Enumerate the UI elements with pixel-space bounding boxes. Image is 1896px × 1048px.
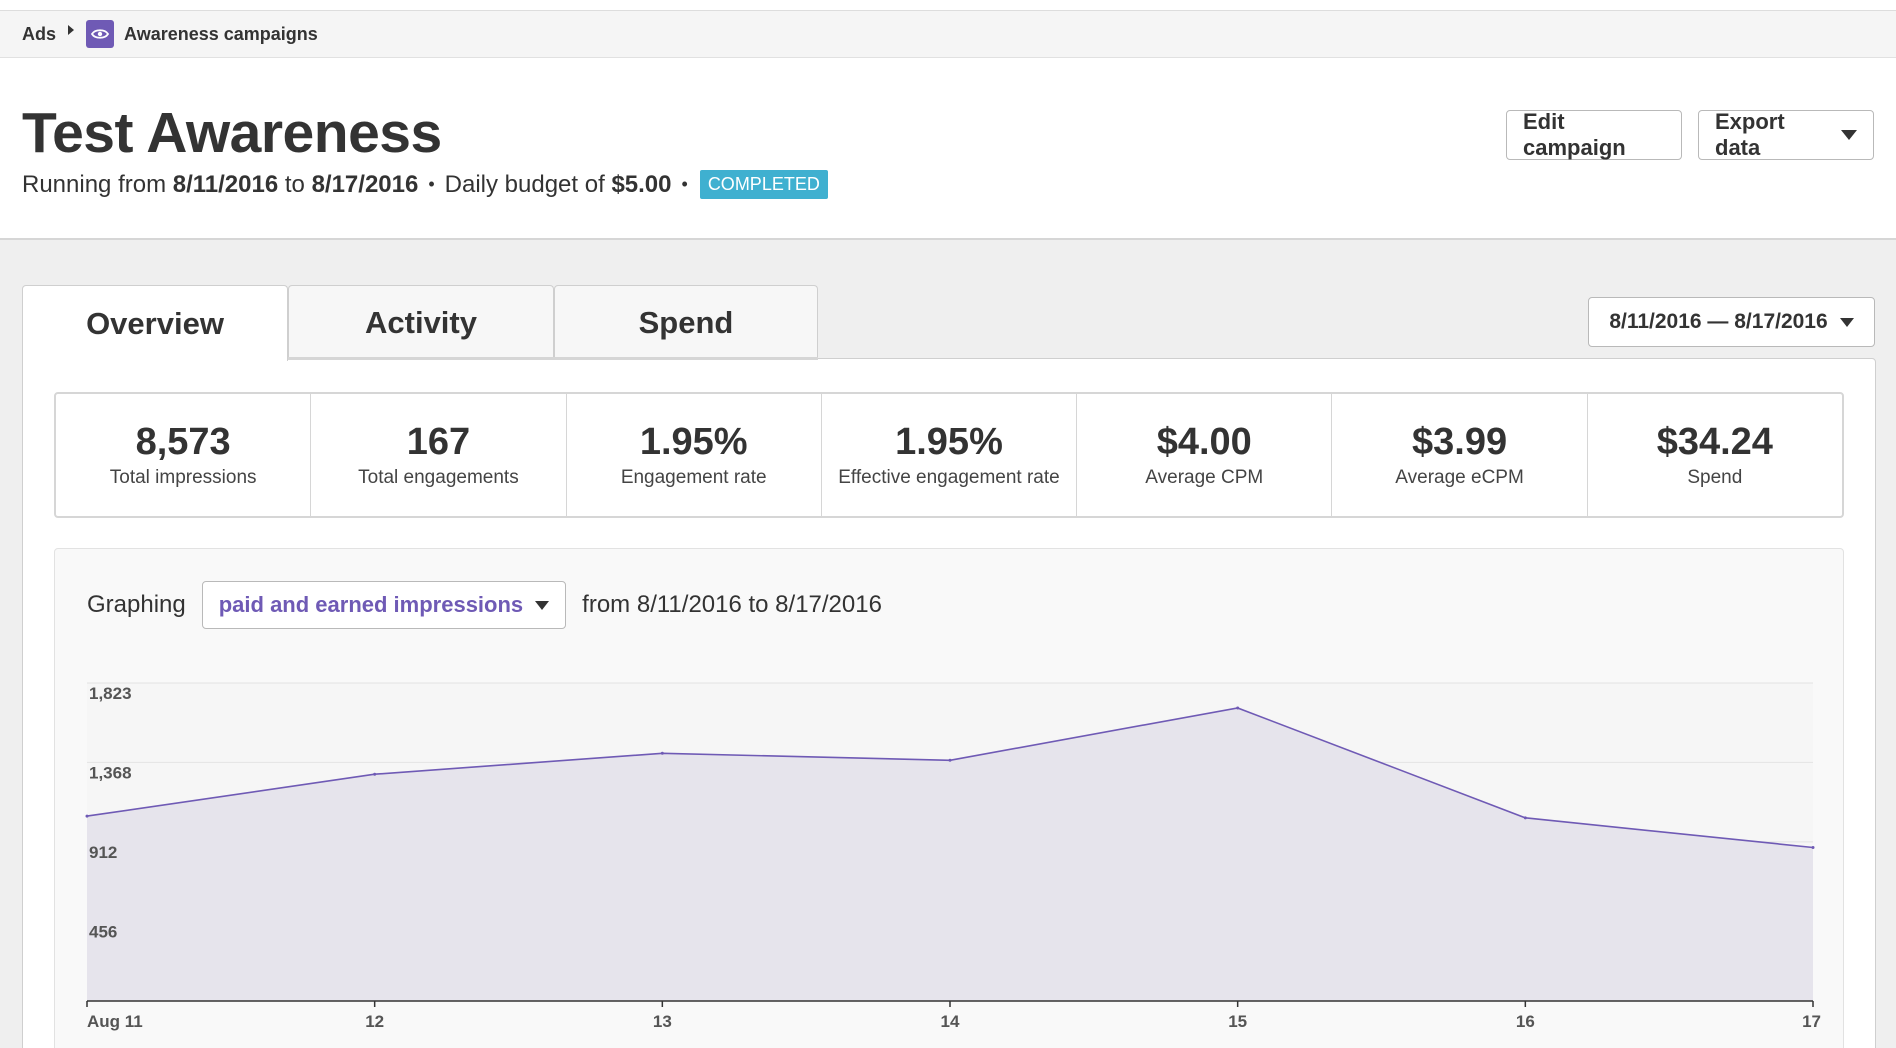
date-range-label: 8/11/2016 — 8/17/2016 [1609,310,1828,333]
tab-spend[interactable]: Spend [554,285,818,359]
data-point [1811,845,1815,849]
x-tick-label: 14 [941,1012,960,1031]
export-data-label: Export data [1715,109,1785,160]
y-tick-label: 1,368 [89,763,132,782]
stat-label: Effective engagement rate [838,467,1060,488]
stat-value: $4.00 [1156,421,1252,463]
status-badge: COMPLETED [699,170,828,199]
chevron-down-icon [535,600,550,610]
stat-label: Total engagements [358,467,519,488]
stat-label: Engagement rate [620,467,767,488]
data-point [85,814,89,818]
breadcrumb-separator-icon [68,25,75,35]
page-title: Test Awareness [22,101,442,165]
start-date: 8/11/2016 [172,170,279,198]
tab-overview[interactable]: Overview [22,285,288,361]
y-tick-label: 456 [89,922,117,941]
data-point [1523,816,1527,820]
tab-divider [288,357,818,360]
stat-label: Average eCPM [1395,467,1524,488]
graphing-label: Graphing [87,591,186,618]
budget-prefix: Daily budget of [444,170,605,198]
breadcrumb-ads-link[interactable]: Ads [22,23,57,44]
metric-select-value: paid and earned impressions [218,592,524,617]
edit-campaign-label: Edit campaign [1523,109,1626,160]
campaign-summary: Running from 8/11/2016 to 8/17/2016 • Da… [22,170,828,199]
campaign-header: Test Awareness Running from 8/11/2016 to… [0,58,1896,240]
x-tick-label: 17 [1802,1012,1821,1031]
data-point [948,758,952,762]
separator-dot: • [428,174,435,194]
y-tick-label: 912 [89,843,117,862]
tab-overview-label: Overview [86,305,224,341]
tab-activity-label: Activity [365,304,477,340]
x-tick-label: 15 [1228,1012,1247,1031]
export-data-button[interactable]: Export data [1698,109,1874,160]
stat-value: 167 [406,421,471,463]
breadcrumb: Ads Awareness campaigns [0,11,1896,58]
graph-controls: Graphing paid and earned impressions fro… [87,581,882,629]
data-point [660,751,664,755]
stat-average-cpm: $4.00 Average CPM [1077,394,1333,516]
eye-icon [86,20,115,48]
stat-value: 1.95% [639,421,748,463]
data-point [1236,706,1240,710]
top-strip [0,0,1896,11]
stat-spend: $34.24 Spend [1588,394,1842,516]
date-range-picker[interactable]: 8/11/2016 — 8/17/2016 [1588,297,1875,347]
stat-engagement-rate: 1.95% Engagement rate [567,394,822,516]
x-tick-label: 13 [653,1012,672,1031]
stat-total-impressions: 8,573 Total impressions [56,394,312,516]
data-point [373,772,377,776]
stat-label: Average CPM [1145,467,1264,488]
separator-dot: • [681,174,688,194]
chevron-down-icon [1839,317,1854,327]
edit-campaign-button[interactable]: Edit campaign [1506,109,1682,160]
running-prefix: Running from [22,170,167,198]
breadcrumb-current[interactable]: Awareness campaigns [124,23,318,44]
x-tick-label: Aug 11 [87,1012,143,1031]
tab-activity[interactable]: Activity [288,285,554,359]
x-tick-label: 16 [1516,1012,1535,1031]
end-date: 8/17/2016 [311,170,419,198]
impressions-area [87,707,1813,1001]
tab-spend-label: Spend [638,304,734,340]
to-word: to [284,170,305,198]
stats-summary: 8,573 Total impressions 167 Total engage… [54,392,1844,518]
stat-value: 8,573 [135,421,231,463]
graph-panel: Graphing paid and earned impressions fro… [54,548,1844,1048]
y-tick-label: 1,823 [89,684,132,703]
stat-total-engagements: 167 Total engagements [311,394,567,516]
stat-average-ecpm: $3.99 Average eCPM [1332,394,1588,516]
metric-select[interactable]: paid and earned impressions [201,581,567,629]
impressions-chart: 1,823 1,368 912 456 Aug 11 12 13 14 15 16 17 [85,682,1821,1031]
stat-label: Total impressions [109,467,257,488]
stat-value: $34.24 [1656,421,1773,463]
graph-range-text: from 8/11/2016 to 8/17/2016 [582,591,882,618]
x-tick-label: 12 [365,1012,384,1031]
daily-budget: $5.00 [611,170,672,198]
stat-value: 1.95% [895,421,1003,463]
stat-value: $3.99 [1412,421,1508,463]
stat-label: Spend [1687,467,1743,488]
stat-effective-engagement-rate: 1.95% Effective engagement rate [822,394,1078,516]
chevron-down-icon [1841,130,1857,140]
